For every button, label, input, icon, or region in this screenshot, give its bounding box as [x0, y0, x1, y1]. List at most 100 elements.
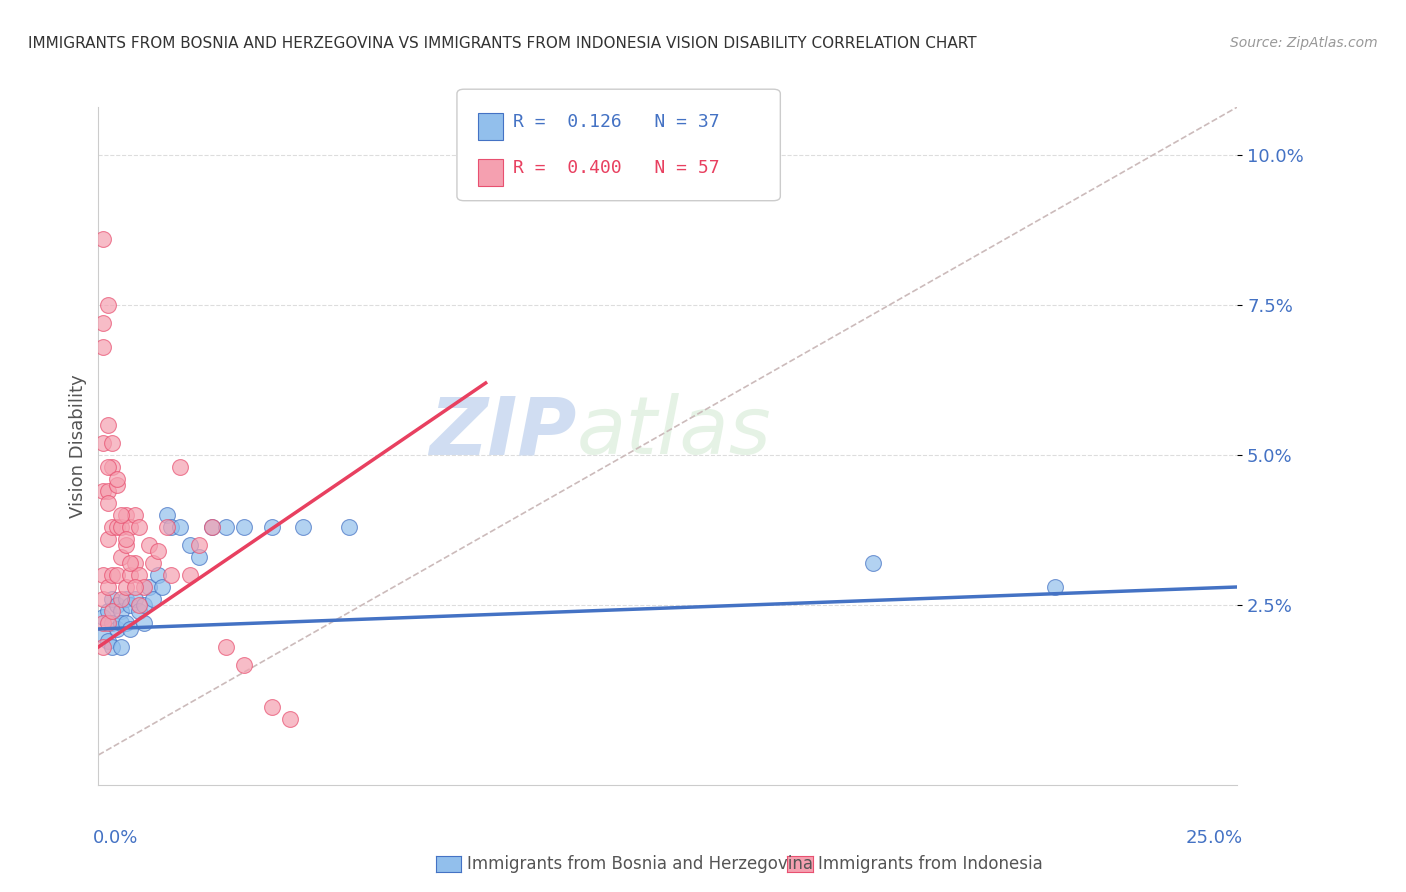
Point: [101, 592, 124, 607]
Point: [124, 556, 146, 570]
Point: [179, 568, 201, 582]
Point: [179, 538, 201, 552]
Point: [120, 568, 142, 582]
Y-axis label: Vision Disability: Vision Disability: [69, 374, 87, 518]
Point: [128, 568, 150, 582]
Point: [260, 700, 283, 714]
Point: [120, 520, 142, 534]
Point: [160, 520, 183, 534]
Point: [91, 640, 114, 654]
Point: [260, 520, 283, 534]
Point: [292, 520, 315, 534]
Point: [138, 538, 160, 552]
Point: [114, 538, 136, 552]
Point: [120, 622, 142, 636]
Point: [91, 232, 114, 246]
Point: [128, 598, 150, 612]
Point: [120, 598, 142, 612]
Point: [96, 496, 118, 510]
Text: R =  0.126   N = 37: R = 0.126 N = 37: [513, 113, 720, 131]
Point: [96, 634, 118, 648]
Point: [142, 592, 165, 607]
Point: [114, 615, 136, 630]
Point: [187, 549, 209, 564]
Point: [101, 568, 124, 582]
Text: ZIP: ZIP: [429, 393, 576, 472]
Point: [215, 520, 238, 534]
Point: [128, 604, 150, 618]
Point: [105, 472, 128, 486]
Point: [91, 592, 114, 607]
Point: [91, 628, 114, 642]
Point: [1043, 580, 1066, 594]
Point: [124, 580, 146, 594]
Text: 0.0%: 0.0%: [93, 829, 138, 847]
Point: [156, 520, 179, 534]
Text: atlas: atlas: [576, 393, 772, 472]
Point: [91, 316, 114, 330]
Point: [110, 604, 132, 618]
Point: [337, 520, 360, 534]
Point: [96, 417, 118, 432]
Point: [132, 598, 155, 612]
Point: [96, 615, 118, 630]
Point: [169, 460, 191, 475]
Point: [96, 298, 118, 312]
Point: [114, 580, 136, 594]
Point: [96, 483, 118, 498]
Point: [128, 520, 150, 534]
Point: [91, 615, 114, 630]
Point: [132, 615, 155, 630]
Point: [138, 580, 160, 594]
Text: Immigrants from Indonesia: Immigrants from Indonesia: [818, 855, 1043, 873]
Point: [110, 549, 132, 564]
Point: [91, 568, 114, 582]
Point: [101, 436, 124, 450]
Point: [110, 615, 132, 630]
Point: [101, 640, 124, 654]
Point: [105, 622, 128, 636]
Point: [91, 436, 114, 450]
Text: IMMIGRANTS FROM BOSNIA AND HERZEGOVINA VS IMMIGRANTS FROM INDONESIA VISION DISAB: IMMIGRANTS FROM BOSNIA AND HERZEGOVINA V…: [28, 36, 977, 51]
Point: [120, 556, 142, 570]
Point: [201, 520, 224, 534]
Point: [862, 556, 884, 570]
Point: [101, 604, 124, 618]
Point: [132, 580, 155, 594]
Point: [233, 520, 256, 534]
Point: [114, 508, 136, 522]
Point: [91, 483, 114, 498]
Point: [96, 580, 118, 594]
Point: [278, 712, 301, 726]
Point: [114, 592, 136, 607]
Point: [96, 604, 118, 618]
Point: [96, 460, 118, 475]
Point: [146, 544, 169, 558]
Point: [146, 568, 169, 582]
Point: [105, 568, 128, 582]
Point: [110, 640, 132, 654]
Point: [91, 340, 114, 354]
Point: [110, 592, 132, 607]
Point: [114, 532, 136, 546]
Point: [160, 568, 183, 582]
Point: [187, 538, 209, 552]
Point: [233, 657, 256, 672]
Point: [215, 640, 238, 654]
Text: Source: ZipAtlas.com: Source: ZipAtlas.com: [1230, 36, 1378, 50]
Point: [96, 532, 118, 546]
Point: [105, 520, 128, 534]
Point: [101, 615, 124, 630]
Point: [110, 508, 132, 522]
Point: [91, 610, 114, 624]
Point: [150, 580, 173, 594]
Point: [124, 508, 146, 522]
Point: [124, 592, 146, 607]
Point: [169, 520, 191, 534]
Text: Immigrants from Bosnia and Herzegovina: Immigrants from Bosnia and Herzegovina: [467, 855, 813, 873]
Text: R =  0.400   N = 57: R = 0.400 N = 57: [513, 159, 720, 177]
Point: [105, 478, 128, 492]
Text: 25.0%: 25.0%: [1185, 829, 1243, 847]
Point: [201, 520, 224, 534]
Point: [105, 598, 128, 612]
